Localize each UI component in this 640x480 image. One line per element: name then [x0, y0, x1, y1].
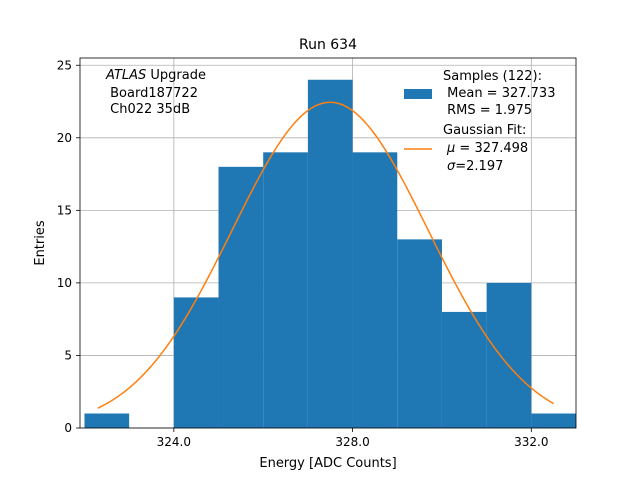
y-tick-label: 10: [57, 276, 72, 290]
histogram-bar: [307, 79, 353, 428]
histogram-bar: [531, 413, 576, 428]
y-tick-label: 15: [57, 203, 72, 217]
histogram-bar: [352, 152, 398, 428]
legend-samples-mean: Mean = 327.733: [443, 86, 555, 101]
histogram-bar: [397, 239, 442, 428]
channel-label: Ch022 35dB: [106, 102, 190, 117]
atlas-annotation: ATLAS Upgrade Board187722 Ch022 35dB: [105, 68, 206, 117]
y-tick-label: 25: [57, 58, 72, 72]
plot-frame: [79, 57, 577, 429]
legend-samples-title: Samples (122):: [443, 69, 542, 84]
legend-mu-value: = 327.498: [455, 141, 528, 156]
y-tick-label: 20: [57, 131, 72, 145]
x-tick-label: 328.0: [335, 435, 369, 449]
atlas-label: ATLAS: [105, 68, 146, 83]
x-axis-label: Energy [ADC Counts]: [259, 456, 396, 471]
legend-samples-swatch: [404, 89, 432, 99]
legend: Samples (122): Mean = 327.733 RMS = 1.97…: [404, 69, 555, 174]
x-tick-label: 324.0: [157, 435, 191, 449]
histogram-bar: [441, 311, 487, 428]
gaussian-fit-curve: [97, 101, 555, 409]
legend-mu-symbol: μ: [446, 141, 455, 156]
histogram-bars: [84, 79, 576, 428]
svg-text:ATLAS Upgrade: ATLAS Upgrade: [105, 68, 206, 83]
y-tick-label: 0: [64, 421, 72, 435]
legend-sigma-value: =2.197: [455, 159, 503, 174]
chart-title: Run 634: [299, 37, 357, 53]
legend-sigma-symbol: σ: [447, 159, 456, 174]
histogram-bar: [173, 297, 219, 428]
axis-ticks: 324.0 328.0 332.0 0 5 10 15 20 25: [57, 58, 549, 449]
y-axis-label: Entries: [33, 220, 48, 266]
svg-text:σ=2.197: σ=2.197: [447, 159, 503, 174]
svg-text:μ = 327.498: μ = 327.498: [446, 141, 528, 156]
histogram-bar: [84, 413, 130, 428]
y-tick-label: 5: [64, 348, 72, 362]
histogram-bar: [263, 152, 308, 428]
x-tick-label: 332.0: [514, 435, 548, 449]
histogram-bar: [486, 282, 532, 428]
legend-samples-rms: RMS = 1.975: [443, 103, 532, 118]
histogram-bar: [218, 166, 264, 428]
board-label: Board187722: [106, 86, 198, 101]
upgrade-label: Upgrade: [146, 68, 206, 83]
legend-fit-title: Gaussian Fit:: [443, 123, 526, 138]
